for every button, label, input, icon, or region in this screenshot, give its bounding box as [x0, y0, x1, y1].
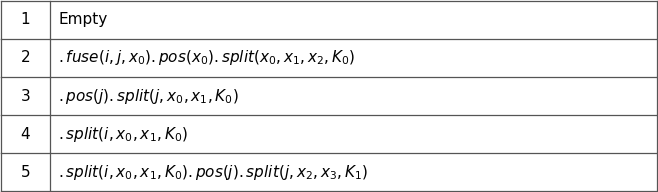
- Text: 1: 1: [20, 12, 30, 27]
- Text: 5: 5: [20, 165, 30, 180]
- Text: 3: 3: [20, 89, 30, 103]
- Text: 4: 4: [20, 127, 30, 142]
- Text: $\mathit{.split}(i,x_0,x_1,K_0)\mathit{.pos}(j)\mathit{.split}(j,x_2,x_3,K_1)$: $\mathit{.split}(i,x_0,x_1,K_0)\mathit{.…: [59, 163, 368, 182]
- Text: Empty: Empty: [59, 12, 108, 27]
- Text: 2: 2: [20, 50, 30, 65]
- Text: $\mathit{.fuse}(i,j,x_0)\mathit{.pos}(x_0)\mathit{.split}(x_0,x_1,x_2,K_0)$: $\mathit{.fuse}(i,j,x_0)\mathit{.pos}(x_…: [59, 48, 356, 67]
- Text: $\mathit{.split}(i,x_0,x_1,K_0)$: $\mathit{.split}(i,x_0,x_1,K_0)$: [59, 125, 188, 144]
- Text: $\mathit{.pos}(j)\mathit{.split}(j,x_0,x_1,K_0)$: $\mathit{.pos}(j)\mathit{.split}(j,x_0,x…: [59, 87, 240, 105]
